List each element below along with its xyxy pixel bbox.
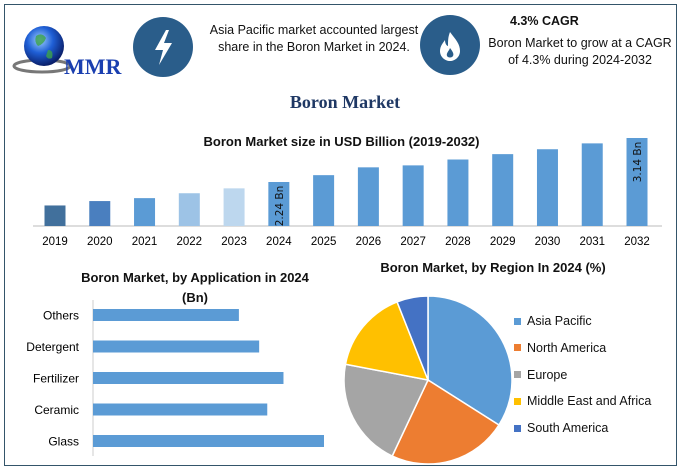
mmr-logo: MMR: [12, 26, 123, 79]
stat-asia-pacific-text: Asia Pacific market accounted largest sh…: [209, 23, 419, 54]
bar-2026: [357, 167, 379, 226]
legend-label: Europe: [527, 367, 568, 382]
bar-2029: [492, 154, 514, 226]
bar-others: [93, 309, 239, 321]
bar-2028: [447, 159, 469, 226]
x-tick-label-2027: 2027: [400, 236, 426, 248]
legend-item-south-america: South America: [514, 421, 608, 435]
x-tick-label-2023: 2023: [221, 236, 247, 248]
bar-glass: [93, 435, 324, 447]
y-tick-label-ceramic: Ceramic: [34, 403, 79, 417]
legend-item-north-america: North America: [514, 341, 606, 355]
lightning-icon: [155, 30, 172, 65]
lightning-icon-circle: [133, 17, 193, 77]
bar-ceramic: [93, 403, 268, 416]
logo-text: MMR: [64, 54, 123, 79]
cagr-title: 4.3% CAGR: [510, 14, 579, 28]
bar-2031: [581, 143, 603, 226]
region-chart-title: Boron Market, by Region In 2024 (%): [380, 260, 606, 275]
x-tick-label-2019: 2019: [42, 236, 68, 248]
pie-slice-south-america: [396, 295, 429, 381]
x-tick-label-2025: 2025: [311, 236, 337, 248]
bar-2023: [223, 188, 245, 226]
application-chart-title: Boron Market, by Application in 2024 (Bn…: [40, 268, 350, 308]
application-chart-title-line2: (Bn): [182, 290, 208, 305]
x-tick-label-2020: 2020: [87, 236, 113, 248]
legend-swatch: [514, 344, 521, 352]
flame-icon-circle: [420, 15, 480, 75]
x-tick-label-2022: 2022: [177, 236, 203, 248]
x-tick-label-2030: 2030: [535, 236, 561, 248]
legend-item-middle-east-and-africa: Middle East and Africa: [514, 394, 651, 408]
page-title: Boron Market: [289, 92, 401, 112]
bar-2020: [89, 201, 111, 226]
legend-item-europe: Europe: [514, 368, 567, 382]
y-tick-label-others: Others: [43, 309, 79, 323]
legend-label: Middle East and Africa: [527, 394, 652, 409]
bar-2027: [402, 165, 424, 226]
y-tick-label-fertilizer: Fertilizer: [33, 372, 79, 386]
y-tick-label-detergent: Detergent: [26, 340, 79, 354]
y-tick-label-glass: Glass: [48, 435, 79, 449]
legend-swatch: [514, 317, 521, 325]
x-tick-label-2032: 2032: [624, 236, 650, 248]
data-label-2032: 3.14 Bn: [632, 142, 644, 183]
data-label-2024: 2.24 Bn: [274, 186, 286, 227]
legend-label: South America: [527, 421, 609, 436]
pie-slice-europe: [343, 363, 430, 458]
bar-fertilizer: [93, 372, 284, 384]
bar-2022: [178, 193, 200, 226]
x-tick-label-2029: 2029: [490, 236, 516, 248]
bar-2021: [134, 198, 156, 226]
bar-2025: [313, 175, 335, 226]
legend-swatch: [514, 397, 521, 405]
bar-detergent: [93, 340, 260, 353]
flame-icon: [440, 32, 460, 61]
market-size-bar-chart: 2019 2020 2021 2022 2023 2024 2.24 Bn 2025 2026 2…: [33, 138, 662, 248]
region-pie-chart: [343, 295, 513, 465]
x-tick-label-2024: 2024: [266, 236, 292, 248]
cagr-text: Boron Market to grow at a CAGR of 4.3% d…: [488, 36, 672, 67]
bar-2032: [626, 138, 648, 226]
market-size-chart-title: Boron Market size in USD Billion (2019-2…: [203, 134, 480, 149]
legend-swatch: [514, 371, 521, 379]
bar-2030: [536, 149, 558, 226]
legend-label: Asia Pacific: [527, 314, 592, 328]
bar-2019: [44, 205, 66, 226]
x-tick-label-2021: 2021: [132, 236, 158, 248]
bar-2024: [268, 182, 290, 226]
legend-swatch: [514, 424, 521, 432]
x-tick-label-2031: 2031: [579, 236, 605, 248]
x-tick-label-2028: 2028: [445, 236, 471, 248]
legend-label: North America: [527, 340, 607, 355]
pie-slice-middle-east-and-africa: [344, 300, 430, 381]
x-tick-label-2026: 2026: [356, 236, 382, 248]
application-chart-title-line1: Boron Market, by Application in 2024: [81, 270, 309, 285]
legend-item-asia-pacific: Asia Pacific: [514, 314, 592, 328]
frame: [4, 4, 677, 466]
application-bar-chart: Others Detergent Fertilizer Ceramic Glass: [26, 300, 324, 456]
